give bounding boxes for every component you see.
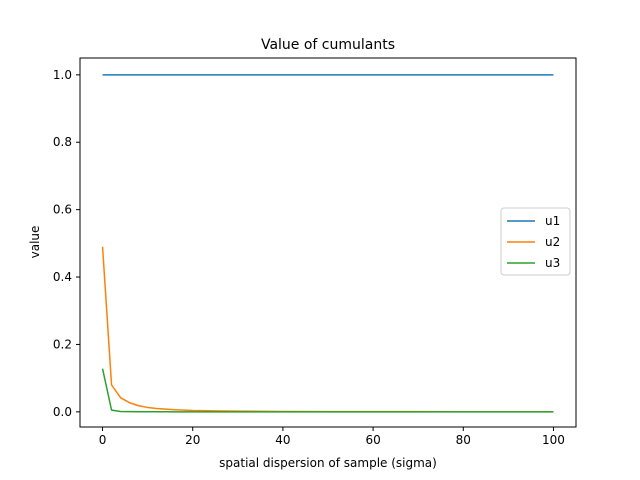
axes-frame xyxy=(79,57,577,428)
plot-area xyxy=(79,57,577,428)
legend-label-u1: u1 xyxy=(545,214,560,228)
y-tick-label: 0.8 xyxy=(53,135,72,149)
legend: u1 u2 u3 xyxy=(500,207,571,276)
y-tick-label: 0.6 xyxy=(53,203,72,217)
x-tick-label: 100 xyxy=(542,433,565,447)
legend-label-u2: u2 xyxy=(545,235,560,249)
x-tick-label: 40 xyxy=(275,433,290,447)
y-tick-label: 0.2 xyxy=(53,337,72,351)
legend-box xyxy=(500,207,571,276)
y-tick-label: 1.0 xyxy=(53,68,72,82)
x-tick-label: 0 xyxy=(99,433,107,447)
x-axis-label: spatial dispersion of sample (sigma) xyxy=(219,456,437,470)
y-tick-label: 0.4 xyxy=(53,270,72,284)
legend-label-u3: u3 xyxy=(545,256,560,270)
series-line-u3 xyxy=(101,368,554,413)
y-axis-label: value xyxy=(28,226,42,259)
x-tick-label: 60 xyxy=(365,433,380,447)
y-tick-label: 0.0 xyxy=(53,405,72,419)
axis-ticks: 0 20 40 60 80 100 0.0 0.2 0.4 0.6 0.8 1.0 xyxy=(53,68,565,447)
chart-title: Value of cumulants xyxy=(261,37,395,53)
x-tick-label: 80 xyxy=(456,433,471,447)
x-tick-label: 20 xyxy=(185,433,200,447)
